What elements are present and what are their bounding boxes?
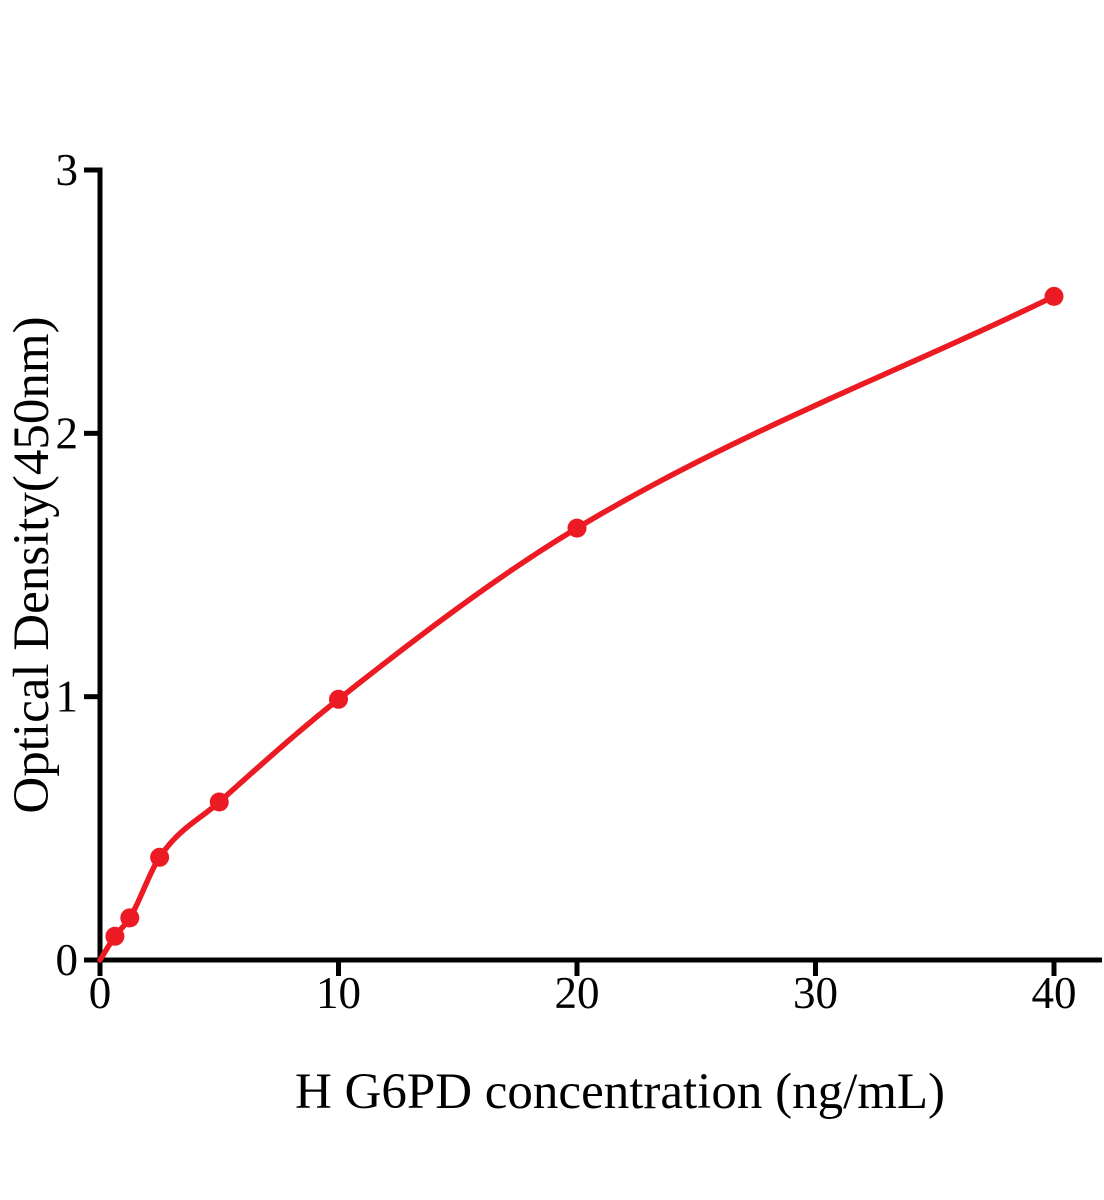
data-point-marker [105, 926, 125, 946]
x-tick-label: 40 [1032, 968, 1077, 1018]
data-point-marker [150, 847, 170, 867]
y-tick-label: 1 [56, 672, 79, 722]
y-axis-title: Optical Density(450nm) [4, 316, 60, 813]
curve-layer [97, 286, 1064, 963]
data-point-marker [329, 689, 348, 709]
data-point-marker [209, 792, 229, 812]
y-tick-label: 3 [56, 145, 79, 195]
axes [97, 167, 1102, 963]
data-point-marker [1044, 286, 1064, 306]
x-tick-label: 30 [793, 968, 838, 1018]
data-point-marker [567, 518, 587, 538]
x-tick-label: 10 [316, 968, 361, 1018]
x-tick-label: 0 [89, 968, 112, 1018]
y-tick-label: 2 [56, 408, 79, 458]
y-tick-label: 0 [56, 935, 79, 985]
tick-layer: 0 10 20 30 40 0 1 2 3 [56, 145, 1077, 1018]
data-point-marker [120, 908, 140, 928]
x-axis-title: H G6PD concentration (ng/mL) [295, 1064, 945, 1120]
x-tick-label: 20 [555, 968, 600, 1018]
fitted-curve [97, 293, 1057, 963]
